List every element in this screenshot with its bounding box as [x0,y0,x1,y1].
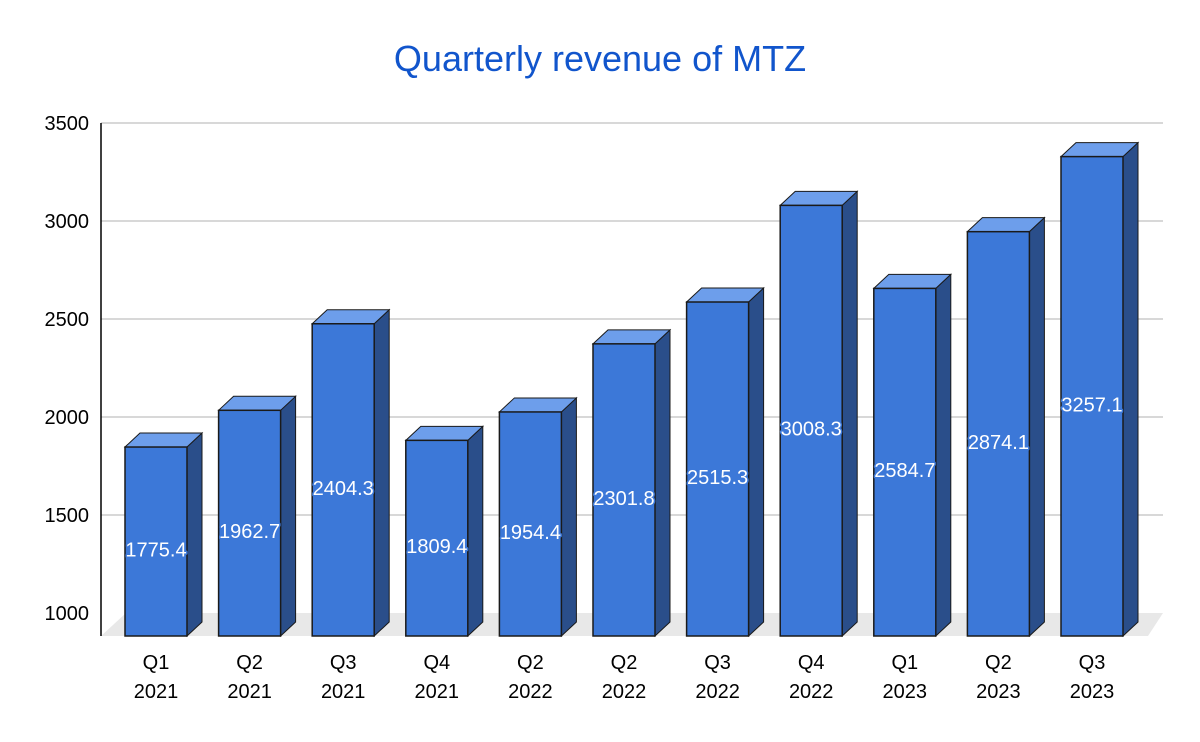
x-tick-label: Q2 [236,652,263,674]
data-label: 2301.8 [593,488,654,510]
bar [217,395,297,638]
data-label: 1809.4 [406,536,467,558]
bar-side-face [654,328,671,638]
x-tick-label: 2022 [602,681,647,703]
x-tick-label: 2021 [227,681,272,703]
bar-side-face [373,308,390,638]
bar [872,273,953,638]
x-tick-label: Q2 [985,652,1012,674]
x-tick-label: 2023 [883,681,928,703]
bar-side-face [1122,141,1139,638]
x-tick-label: 2021 [415,681,460,703]
bar-front-face [311,323,375,637]
bar-front-face [685,301,750,637]
bar [1059,141,1140,638]
x-tick-label: Q4 [798,652,825,674]
bar-front-face [966,230,1031,637]
data-label: 3257.1 [1061,394,1122,416]
bar-front-face [592,343,656,637]
bar-front-face [1060,155,1124,637]
data-label: 2515.3 [687,467,748,489]
bar-side-face [280,395,297,638]
x-tick-label: Q3 [1079,652,1106,674]
y-tick-label: 3000 [45,211,90,233]
data-label: 2874.1 [968,432,1029,454]
bar-side-face [1028,216,1045,638]
bar-front-face [873,287,937,637]
bar-front-face [779,204,843,637]
x-tick-label: Q3 [704,652,731,674]
bar [778,190,859,638]
x-tick-label: 2022 [695,681,740,703]
x-tick-label: Q2 [517,652,544,674]
x-tick-label: Q1 [891,652,918,674]
x-tick-label: Q4 [423,652,450,674]
x-tick-label: Q3 [330,652,357,674]
x-tick-label: 2023 [976,681,1021,703]
bar [123,431,204,638]
bar-front-face [498,411,563,637]
data-label: 1962.7 [219,521,280,543]
bar [498,396,578,638]
x-tick-label: Q2 [611,652,638,674]
y-tick-label: 3500 [45,113,90,135]
y-tick-label: 1000 [45,603,90,625]
bar-side-face [841,190,858,638]
x-tick-label: Q1 [143,652,170,674]
x-tick-label: 2021 [134,681,179,703]
bar [685,286,765,638]
chart-title: Quarterly revenue of MTZ [393,38,807,79]
x-tick-label: 2022 [508,681,553,703]
data-label: 1775.4 [125,540,186,562]
bar [591,328,672,638]
bar-side-face [560,396,577,638]
x-tick-label: 2022 [789,681,834,703]
y-tick-label: 2500 [45,309,90,331]
bar-front-face [217,409,282,637]
y-tick-label: 1500 [45,505,90,527]
data-label: 2404.3 [313,478,374,500]
data-label: 2584.7 [874,460,935,482]
bar-side-face [935,273,952,638]
bar [966,216,1046,638]
data-label: 1954.4 [500,522,561,544]
bar-front-face [124,446,188,637]
bar-side-face [467,425,484,638]
bar [404,425,485,638]
y-tick-label: 2000 [45,407,90,429]
x-tick-label: 2023 [1070,681,1115,703]
data-label: 3008.3 [781,419,842,441]
bar-side-face [186,431,203,638]
bar [310,308,391,638]
x-tick-label: 2021 [321,681,366,703]
bar-side-face [748,286,765,638]
bar-front-face [405,439,469,637]
